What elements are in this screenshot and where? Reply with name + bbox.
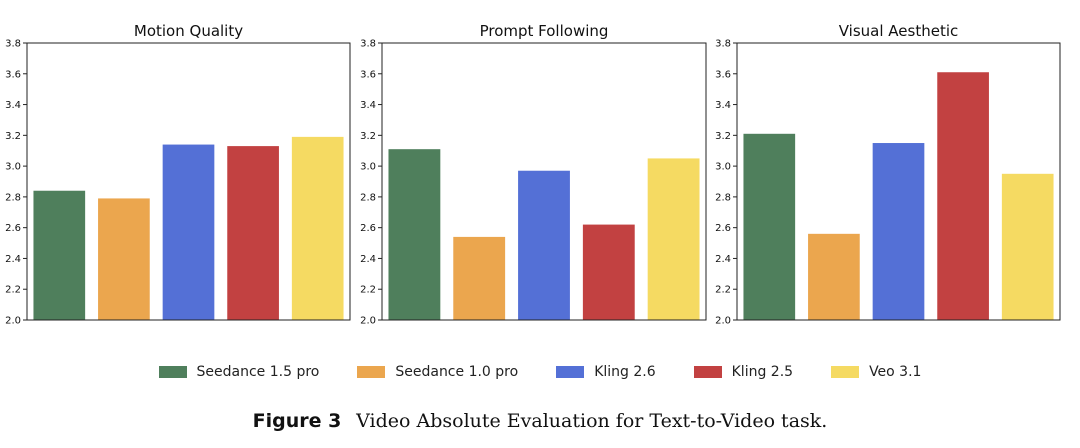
y-tick-label: 2.6 <box>5 223 21 234</box>
legend-item-kling-2-6: Kling 2.6 <box>556 364 656 380</box>
chart-motion-quality: Motion Quality 2.0 2.2 2.4 2.6 2.8 3.0 3.2 3.4 3.… <box>5 22 351 327</box>
y-tick-label: 2.4 <box>360 254 376 265</box>
y-tick-label: 3.6 <box>5 69 21 80</box>
legend-item-veo-3-1: Veo 3.1 <box>831 364 921 380</box>
plot-frame <box>381 42 707 321</box>
y-tick-label: 2.8 <box>715 192 731 203</box>
y-tick-label: 2.8 <box>5 192 21 203</box>
y-tick-label: 2.6 <box>360 223 376 234</box>
legend-label: Seedance 1.5 pro <box>196 364 320 380</box>
y-tick-label: 2.2 <box>715 285 731 296</box>
legend-item-seedance-1-5-pro: Seedance 1.5 pro <box>158 364 320 380</box>
caption-text: Video Absolute Evaluation for Text-to-Vi… <box>356 410 828 432</box>
y-tick-label: 3.6 <box>715 69 731 80</box>
y-tick-label: 3.0 <box>360 162 376 173</box>
legend-swatch <box>357 366 386 378</box>
y-tick-label: 3.4 <box>5 100 21 111</box>
y-tick-label: 3.8 <box>715 39 731 50</box>
legend-item-seedance-1-0-pro: Seedance 1.0 pro <box>357 364 518 380</box>
bar-kling-2-6 <box>162 144 215 320</box>
chart-title: Prompt Following <box>480 22 609 40</box>
bar-seedance-1-0-pro <box>808 233 860 320</box>
y-tick-label: 2.4 <box>5 254 21 265</box>
y-tick-label: 2.0 <box>360 316 376 327</box>
chart-title: Motion Quality <box>134 22 243 40</box>
legend-label: Veo 3.1 <box>869 364 922 380</box>
bar-kling-2-6 <box>518 170 570 320</box>
legend-swatch <box>556 366 585 378</box>
legend-label: Kling 2.6 <box>594 364 656 380</box>
legend-label: Seedance 1.0 pro <box>395 364 519 380</box>
bar-kling-2-6 <box>872 143 925 320</box>
y-tick-label: 3.4 <box>360 100 376 111</box>
bar-seedance-1-5-pro <box>33 190 86 320</box>
figure-caption: Figure 3 Video Absolute Evaluation for T… <box>0 410 1080 433</box>
bar-kling-2-5 <box>582 224 635 320</box>
y-tick-label: 2.0 <box>715 316 731 327</box>
y-tick-label: 2.6 <box>715 223 731 234</box>
bar-kling-2-5 <box>227 146 279 320</box>
y-tick-label: 2.0 <box>5 316 21 327</box>
bar-seedance-1-5-pro <box>388 149 441 320</box>
y-tick-label: 3.2 <box>360 131 376 142</box>
plot-frame <box>736 42 1061 321</box>
bar-seedance-1-0-pro <box>98 198 150 320</box>
bar-kling-2-5 <box>937 72 989 320</box>
bar-seedance-1-0-pro <box>453 236 506 320</box>
y-tick-label: 3.2 <box>5 131 21 142</box>
y-tick-label: 2.2 <box>5 285 21 296</box>
legend: Seedance 1.5 pro Seedance 1.0 pro Kling … <box>0 360 1080 384</box>
bar-veo-3-1 <box>1001 173 1054 320</box>
charts-area: Motion Quality 2.0 2.2 2.4 2.6 2.8 3.0 3.2 3.4 3.… <box>5 22 1061 327</box>
y-tick-label: 2.4 <box>715 254 731 265</box>
y-tick-label: 3.0 <box>5 162 21 173</box>
legend-swatch <box>158 366 187 378</box>
y-tick-label: 3.0 <box>715 162 731 173</box>
legend-label: Kling 2.5 <box>731 364 794 380</box>
chart-prompt-following: Prompt Following 2.0 2.2 2.4 2.6 2.8 3.0 3.2 3.4… <box>360 22 707 327</box>
y-tick-label: 2.8 <box>360 192 376 203</box>
y-tick-label: 3.2 <box>715 131 731 142</box>
legend-item-kling-2-5: Kling 2.5 <box>693 364 794 380</box>
caption-label: Figure 3 <box>252 410 342 432</box>
plot-frame <box>26 42 351 321</box>
y-tick-label: 3.4 <box>715 100 731 111</box>
chart-title: Visual Aesthetic <box>839 22 959 40</box>
bar-veo-3-1 <box>647 158 700 320</box>
bar-veo-3-1 <box>291 136 344 320</box>
legend-swatch <box>831 366 860 378</box>
bar-seedance-1-5-pro <box>743 133 796 320</box>
y-tick-label: 2.2 <box>360 285 376 296</box>
legend-swatch <box>693 366 722 378</box>
y-tick-label: 3.8 <box>5 39 21 50</box>
y-tick-label: 3.8 <box>360 39 376 50</box>
chart-visual-aesthetic: Visual Aesthetic 2.0 2.2 2.4 2.6 2.8 3.0 3.2 3.4… <box>715 22 1061 327</box>
y-tick-label: 3.6 <box>360 69 376 80</box>
